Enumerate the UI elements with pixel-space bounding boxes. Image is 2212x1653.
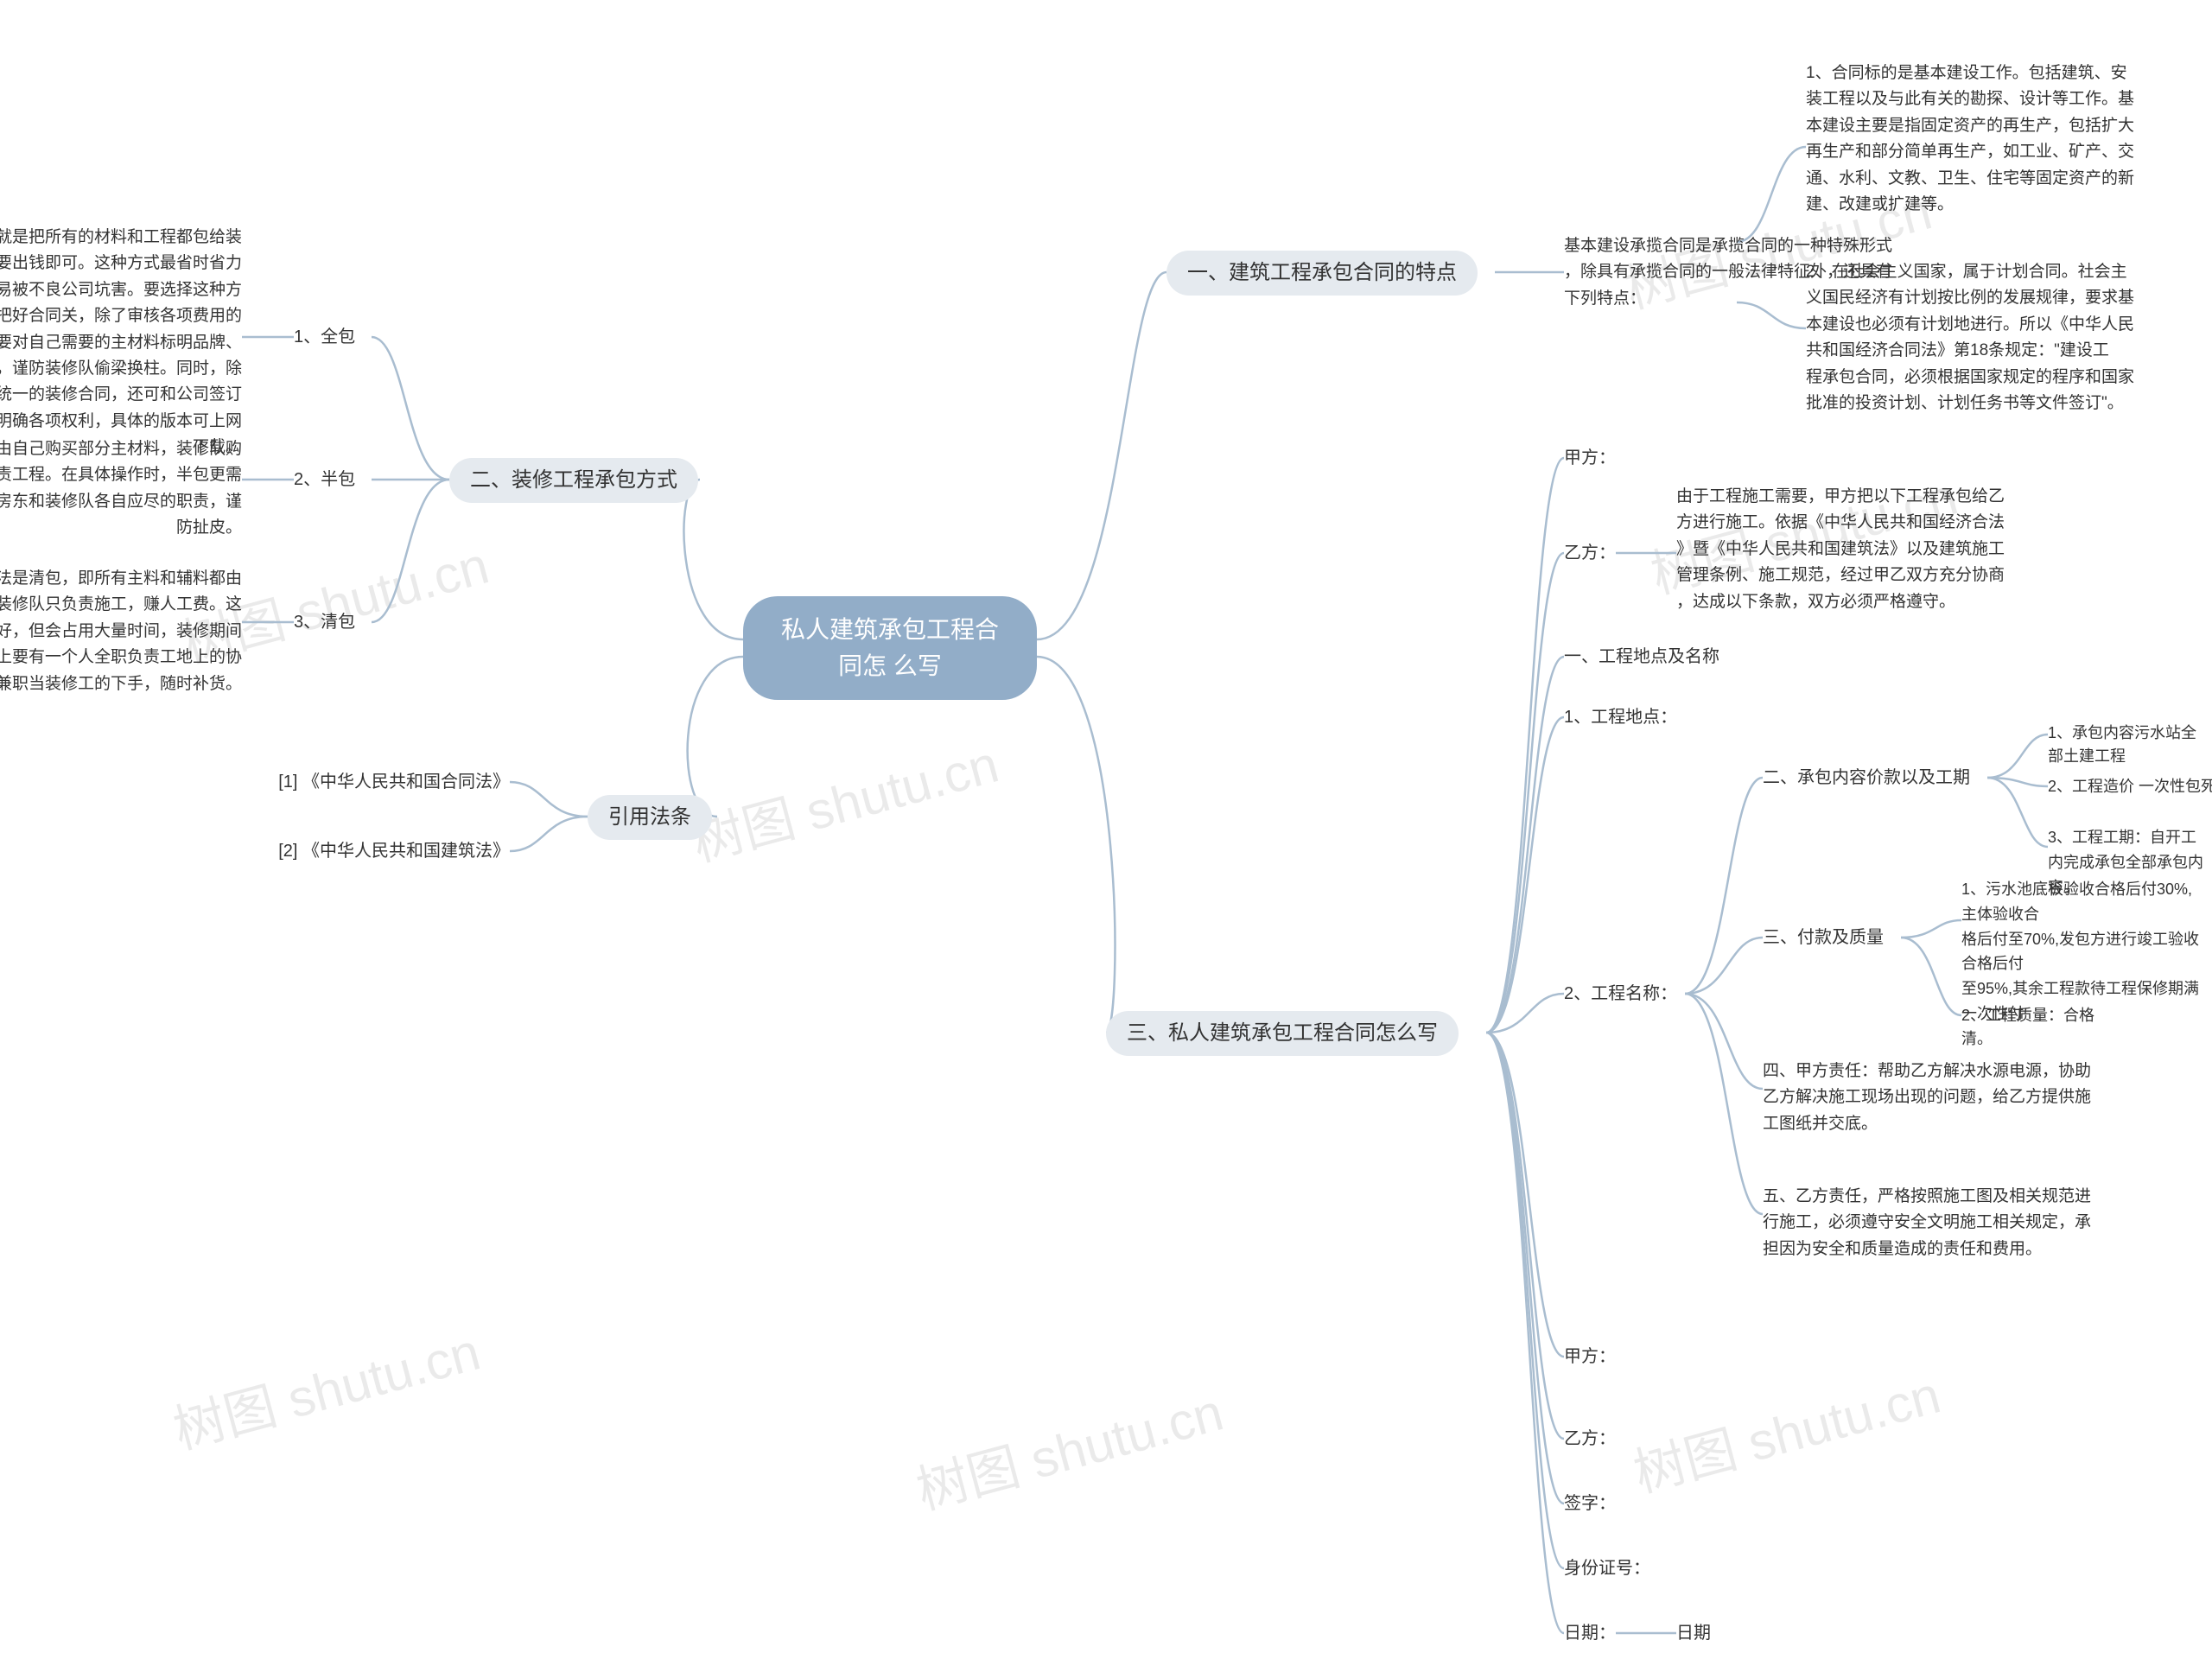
b4-location: 1、工程地点：	[1564, 704, 1677, 730]
b4-project-name: 2、工程名称：	[1564, 981, 1677, 1007]
b1-point1: 1、合同标的是基本建设工作。包括建筑、安 装工程以及与此有关的勘探、设计等工作。…	[1806, 60, 2186, 218]
b4-section4: 四、甲方责任：帮助乙方解决水源电源，协助 乙方解决施工现场出现的问题，给乙方提供…	[1763, 1059, 2143, 1137]
b3-ref2: [2] 《中华人民共和国建筑法》	[276, 838, 510, 864]
b4-section3: 三、付款及质量	[1763, 925, 1884, 950]
b4-section2-1: 1、承包内容污水站全部土建工程	[2048, 722, 2203, 768]
branch-references[interactable]: 引用法条	[588, 795, 712, 840]
b4-id-number: 身份证号：	[1564, 1555, 1650, 1581]
b4-date-value: 日期	[1676, 1620, 1711, 1646]
watermark: 树图 shutu.cn	[1624, 1353, 1948, 1507]
watermark: 树图 shutu.cn	[683, 722, 1006, 876]
b2-clearpack-text: 最省钱的方法是清包，即所有主料和辅料都由 自己购买，装修队只负责施工，赚人工费。…	[0, 566, 242, 697]
b2-clearpack-label[interactable]: 3、清包	[294, 609, 355, 635]
branch-how-to-write[interactable]: 三、私人建筑承包工程合同怎么写	[1106, 1011, 1459, 1056]
b2-halfpack-text: 半包就是指由自己购买部分主材料，装修队购 买辅料并负责工程。在具体操作时，半包更…	[0, 436, 242, 542]
root-node[interactable]: 私人建筑承包工程合同怎 么写	[743, 596, 1037, 700]
branch-features[interactable]: 一、建筑工程承包合同的特点	[1166, 251, 1478, 296]
branch-decoration-methods[interactable]: 二、装修工程承包方式	[449, 458, 698, 503]
b3-ref1: [1] 《中华人民共和国合同法》	[276, 769, 510, 795]
b4-section3-2: 2、工程质量：合格	[1961, 1002, 2094, 1028]
b4-party-a-2: 甲方：	[1564, 1344, 1616, 1370]
watermark: 树图 shutu.cn	[907, 1370, 1230, 1524]
b4-date: 日期：	[1564, 1620, 1616, 1646]
b2-fullpack-label[interactable]: 1、全包	[294, 324, 355, 350]
watermark: 树图 shutu.cn	[164, 1310, 487, 1464]
b4-signature: 签字：	[1564, 1491, 1616, 1516]
b4-section2: 二、承包内容价款以及工期	[1763, 765, 1970, 791]
b4-section1: 一、工程地点及名称	[1564, 644, 1719, 670]
b4-party-b-label: 乙方：	[1564, 540, 1616, 566]
b4-section5: 五、乙方责任，严格按照施工图及相关规范进 行施工，必须遵守安全文明施工相关规定，…	[1763, 1184, 2143, 1262]
b4-party-b-2: 乙方：	[1564, 1426, 1616, 1452]
b4-section2-2: 2、工程造价 一次性包死。	[2048, 773, 2212, 799]
b4-party-b-text: 由于工程施工需要，甲方把以下工程承包给乙 方进行施工。依据《中华人民共和国经济合…	[1676, 484, 2056, 615]
b4-party-a-1: 甲方：	[1564, 445, 1616, 471]
b1-point2: 2、在社会主义国家，属于计划合同。社会主 义国民经济有计划按比例的发展规律，要求…	[1806, 259, 2186, 416]
b2-fullpack-text: 所谓全包，就是把所有的材料和工程都包给装 修公司，只要出钱即可。这种方式最省时省…	[0, 225, 242, 461]
b2-halfpack-label[interactable]: 2、半包	[294, 467, 355, 493]
